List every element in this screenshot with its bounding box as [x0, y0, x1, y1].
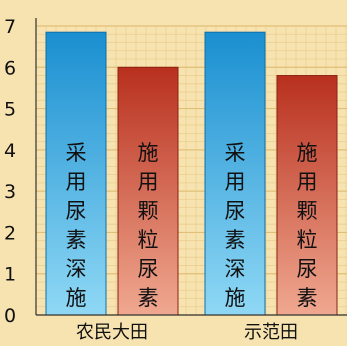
bar	[117, 66, 179, 316]
bar-label: 施用颗粒尿素	[138, 141, 159, 310]
y-tick-label: 3	[4, 181, 16, 203]
bars: 采用尿素深施 施用颗粒尿素 采用尿素深施 施用颗粒尿素	[45, 31, 338, 316]
bar	[45, 31, 107, 316]
axes: 农民大田 示范田 0 1 2 3 4 5 6 7	[4, 16, 347, 343]
bar	[204, 31, 266, 316]
bar-label: 施用颗粒尿素	[297, 141, 318, 310]
category-label: 示范田	[244, 322, 298, 343]
bar-label: 采用尿素深施	[225, 141, 246, 310]
y-tick-label: 2	[4, 222, 16, 244]
y-tick-label: 0	[4, 305, 16, 327]
y-tick-label: 6	[4, 57, 16, 79]
y-tick-label: 7	[4, 16, 16, 38]
y-tick-label: 5	[4, 99, 16, 121]
bar-label: 采用尿素深施	[66, 141, 87, 310]
category-label: 农民大田	[76, 322, 148, 343]
y-tick-label: 1	[4, 264, 16, 286]
bar	[276, 75, 338, 316]
y-tick-label: 4	[4, 140, 16, 162]
